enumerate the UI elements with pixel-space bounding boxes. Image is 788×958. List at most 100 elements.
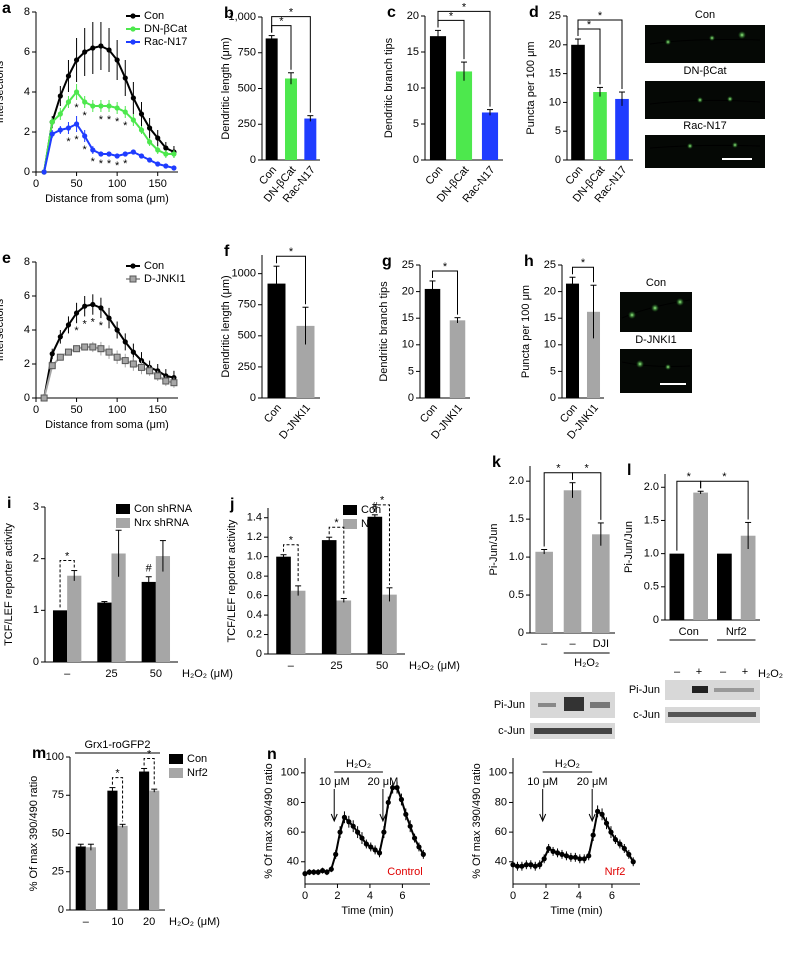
x-axis-label: H₂O₂ (μM): [409, 660, 460, 672]
significance-bracket: [572, 266, 594, 283]
bar: [141, 581, 156, 662]
y-tick-label: 60: [495, 826, 507, 838]
legend-label: Con shRNA: [134, 503, 193, 515]
marker: [368, 844, 374, 850]
panel-label: n: [267, 746, 277, 763]
y-tick-label: 750: [238, 47, 256, 59]
bar: [615, 98, 629, 160]
x-tick-label: 150: [149, 404, 167, 416]
bar: [75, 846, 86, 910]
bar: [592, 534, 610, 633]
y-tick-label: 2: [24, 358, 30, 370]
y-tick-label: 15: [549, 68, 561, 80]
image-label: Con: [695, 9, 715, 21]
panel-label: h: [524, 253, 534, 270]
marker: [630, 859, 636, 865]
micrograph: [620, 349, 692, 393]
bar: [593, 92, 607, 160]
marker: [114, 327, 120, 333]
blot-l: – + – + H₂O₂ Pi-Jun c-Jun: [629, 666, 783, 723]
y-tick-label: 1.5: [509, 513, 524, 525]
significance-bracket: [143, 757, 155, 787]
arrow-head: [330, 813, 338, 823]
marker: [546, 845, 552, 852]
bar: [565, 283, 580, 398]
y-axis-label: Pi-Jun/Jun: [623, 521, 635, 573]
legend-label: D-JNKI1: [144, 273, 186, 285]
legend-marker: [130, 26, 136, 32]
y-tick-label: 25: [52, 866, 64, 878]
marker: [311, 869, 317, 875]
marker: [523, 862, 529, 868]
bar: [52, 610, 68, 662]
y-tick-label: 2.0: [644, 481, 659, 493]
significance-star: *: [74, 102, 79, 114]
bar: [276, 556, 291, 654]
y-tick-label: 0: [33, 656, 39, 668]
y-tick-label: 0: [408, 392, 414, 404]
y-tick-label: 20: [544, 286, 556, 298]
marker: [106, 103, 112, 109]
legend-swatch: [169, 754, 183, 764]
legend-marker: [130, 13, 136, 19]
y-tick-label: 0: [58, 904, 64, 916]
significance-star: *: [99, 320, 104, 332]
y-axis-label: TCF/LEF reporter activity: [226, 519, 238, 642]
marker: [106, 151, 112, 157]
x-tick-label: –: [64, 668, 71, 680]
bar: [85, 847, 96, 910]
image-label: DN-βCat: [684, 65, 727, 77]
x-tick-label: –: [83, 916, 90, 928]
marker: [57, 111, 63, 117]
x-tick-label: 25: [330, 660, 342, 672]
y-tick-label: 750: [238, 299, 256, 311]
panel-label: j: [229, 496, 234, 513]
bar: [107, 790, 118, 910]
x-axis-label: Distance from soma (μm): [45, 419, 169, 431]
marker: [337, 829, 343, 835]
panel-label: c: [387, 4, 396, 21]
image-label: D-JNKI1: [635, 334, 677, 346]
puncta: [727, 96, 733, 102]
panel-label: l: [627, 462, 631, 479]
marker: [577, 856, 583, 862]
significance-star: *: [380, 495, 385, 507]
y-tick-label: 1,000: [228, 11, 256, 23]
marker: [65, 125, 72, 131]
legend-swatch: [116, 518, 130, 528]
marker: [163, 163, 169, 169]
significance-bracket: [437, 10, 491, 107]
y-tick-label: 0.8: [247, 570, 262, 582]
legend-label: Nrf2: [187, 767, 208, 779]
micrographs-d: Con DN-βCat Rac-N17: [645, 9, 765, 168]
bar: [265, 38, 278, 161]
marker: [81, 343, 89, 351]
bar: [117, 825, 128, 910]
marker: [154, 372, 162, 380]
x-axis-label: Distance from soma (μm): [45, 193, 169, 205]
significance-star: *: [74, 134, 79, 146]
dendrite: [649, 144, 761, 149]
x-tick-label: 4: [367, 890, 373, 902]
marker: [64, 348, 72, 356]
bar: [285, 78, 297, 160]
marker: [90, 45, 96, 51]
group-label: Con: [679, 626, 699, 638]
y-tick-label: 4: [24, 86, 30, 98]
significance-star: *: [598, 10, 603, 22]
marker: [130, 95, 136, 101]
y-tick-label: 0.6: [247, 590, 262, 602]
blot: [665, 680, 760, 700]
y-tick-label: 0: [653, 614, 659, 626]
bar: [382, 594, 397, 654]
x-tick-label: 50: [70, 178, 82, 190]
x-axis-label: Time (min): [550, 905, 602, 917]
marker: [65, 99, 72, 105]
panel-label: m: [32, 745, 46, 762]
arrow-label: 10 μM: [319, 776, 350, 788]
marker: [603, 820, 610, 826]
y-tick-label: 1.4: [247, 512, 262, 524]
treatment-label: H₂O₂: [555, 758, 580, 770]
image-label: Con: [646, 277, 666, 289]
